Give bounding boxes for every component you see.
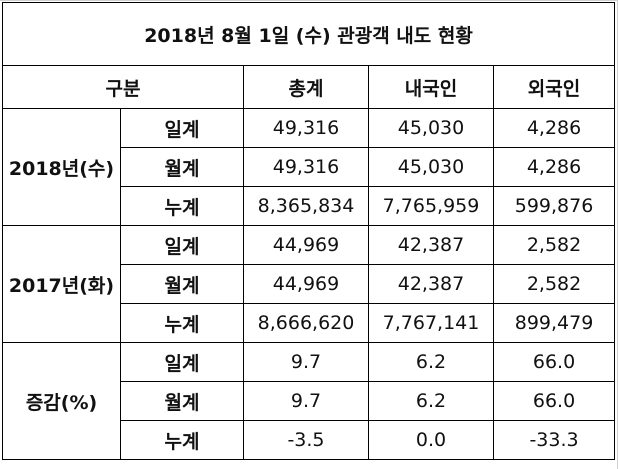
table-row: 월계 44,969 42,387 2,582 <box>3 264 616 304</box>
table-row: 누계 8,365,834 7,765,959 599,876 <box>3 186 616 226</box>
cell-total[interactable]: 8,365,834 <box>243 186 369 226</box>
cell-foreign[interactable]: 599,876 <box>492 186 616 226</box>
grid-edge-top <box>0 0 618 1</box>
row-label[interactable]: 일계 <box>120 225 244 265</box>
header-domestic[interactable]: 내국인 <box>368 65 494 109</box>
row-label[interactable]: 월계 <box>120 147 244 187</box>
cell-total[interactable]: 9.7 <box>243 381 369 421</box>
row-label[interactable]: 누계 <box>120 420 244 460</box>
cell-total[interactable]: 9.7 <box>243 342 369 382</box>
cell-domestic[interactable]: 7,765,959 <box>368 186 494 226</box>
header-foreign[interactable]: 외국인 <box>492 65 616 109</box>
table-row: 누계 8,666,620 7,767,141 899,479 <box>3 303 616 343</box>
row-label[interactable]: 누계 <box>120 186 244 226</box>
cell-domestic[interactable]: 45,030 <box>368 147 494 187</box>
cell-domestic[interactable]: 6.2 <box>368 381 494 421</box>
cell-foreign[interactable]: 4,286 <box>492 108 616 148</box>
cell-total[interactable]: 49,316 <box>243 108 369 148</box>
table-row: 누계 -3.5 0.0 -33.3 <box>3 420 616 460</box>
cell-total[interactable]: -3.5 <box>243 420 369 460</box>
table-title[interactable]: 2018년 8월 1일 (수) 관광객 내도 현황 <box>1 2 616 66</box>
cell-total[interactable]: 44,969 <box>243 264 369 304</box>
group-label-change[interactable]: 증감(%) <box>2 342 121 460</box>
cell-total[interactable]: 49,316 <box>243 147 369 187</box>
cell-foreign[interactable]: 899,479 <box>492 303 616 343</box>
table-row: 월계 49,316 45,030 4,286 <box>3 147 616 187</box>
cell-foreign[interactable]: -33.3 <box>492 420 616 460</box>
group-label-2018[interactable]: 2018년(수) <box>2 108 121 226</box>
cell-domestic[interactable]: 7,767,141 <box>368 303 494 343</box>
cell-foreign[interactable]: 2,582 <box>492 225 616 265</box>
table-row: 2017년(화) 일계 44,969 42,387 2,582 <box>2 225 616 343</box>
row-label[interactable]: 누계 <box>120 303 244 343</box>
cell-domestic[interactable]: 42,387 <box>368 264 494 304</box>
cell-foreign[interactable]: 2,582 <box>492 264 616 304</box>
row-label[interactable]: 일계 <box>120 342 244 382</box>
row-label[interactable]: 월계 <box>120 264 244 304</box>
table-row: 2018년(수) 일계 49,316 45,030 4,286 <box>2 108 616 226</box>
cell-domestic[interactable]: 42,387 <box>368 225 494 265</box>
cell-total[interactable]: 44,969 <box>243 225 369 265</box>
row-label[interactable]: 일계 <box>120 108 244 148</box>
cell-foreign[interactable]: 4,286 <box>492 147 616 187</box>
title-row: 2018년 8월 1일 (수) 관광객 내도 현황 <box>1 2 616 66</box>
cell-domestic[interactable]: 6.2 <box>368 342 494 382</box>
cell-domestic[interactable]: 45,030 <box>368 108 494 148</box>
group-label-2017[interactable]: 2017년(화) <box>2 225 121 343</box>
header-row: 구분 총계 내국인 외국인 <box>2 65 616 109</box>
header-category[interactable]: 구분 <box>2 65 244 109</box>
cell-foreign[interactable]: 66.0 <box>492 381 616 421</box>
cell-total[interactable]: 8,666,620 <box>243 303 369 343</box>
cell-domestic[interactable]: 0.0 <box>368 420 494 460</box>
tourist-arrival-table: 2018년 8월 1일 (수) 관광객 내도 현황 구분 총계 내국인 외국인 … <box>1 2 616 460</box>
row-label[interactable]: 월계 <box>120 381 244 421</box>
cell-foreign[interactable]: 66.0 <box>492 342 616 382</box>
table-row: 증감(%) 일계 9.7 6.2 66.0 <box>2 342 616 460</box>
header-total[interactable]: 총계 <box>243 65 369 109</box>
